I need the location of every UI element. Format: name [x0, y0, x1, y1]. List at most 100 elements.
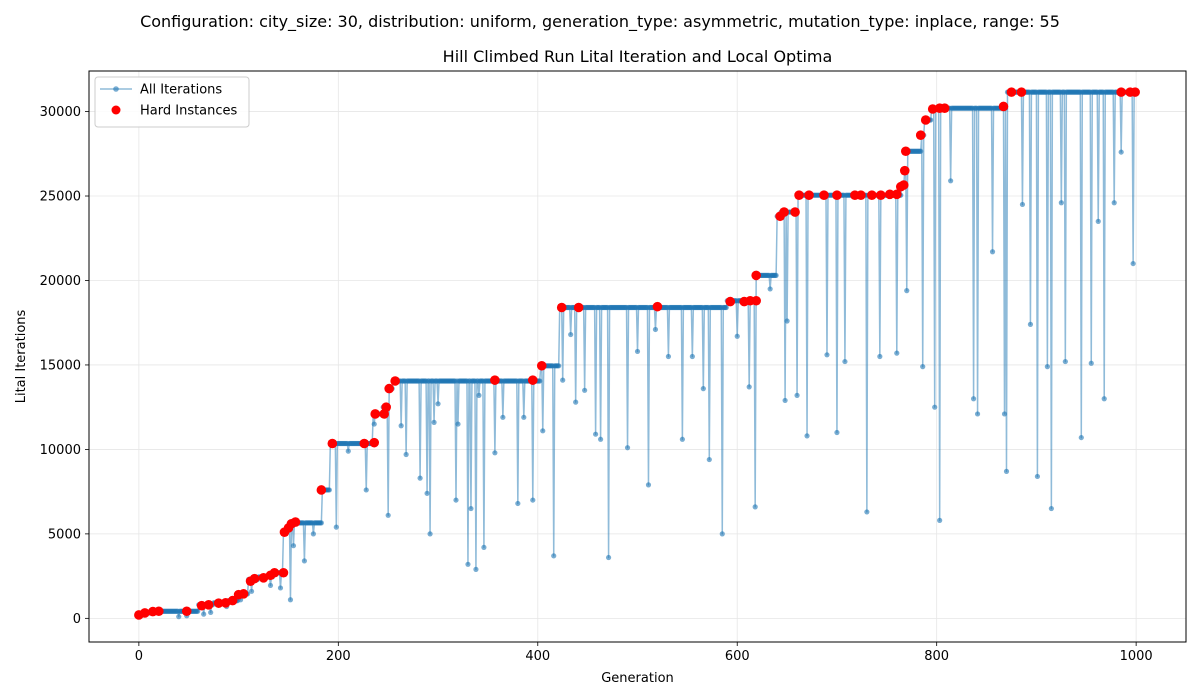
hard-instance-point [327, 438, 338, 449]
hard-instance-point [939, 103, 950, 113]
all-iterations-point [540, 428, 546, 434]
all-iterations-point [455, 421, 461, 427]
all-iterations-point [537, 378, 543, 384]
all-iterations-point [582, 387, 588, 393]
hard-instance-point [794, 190, 804, 200]
hard-instance-point [751, 270, 761, 281]
y-tick-label: 0 [73, 612, 81, 627]
x-tick-label: 600 [725, 649, 750, 664]
hard-instance-point [227, 595, 238, 606]
all-iterations-point [481, 544, 487, 551]
all-iterations-point [435, 401, 441, 407]
hard-instance-point [238, 589, 249, 599]
hard-instance-point [898, 180, 909, 190]
legend-all-iterations-marker [113, 86, 119, 92]
hard-instance-point [804, 190, 814, 200]
hard-instance-point [920, 115, 931, 125]
all-iterations-point [385, 512, 391, 518]
hard-instance-point [927, 104, 938, 114]
all-iterations-point [593, 431, 599, 437]
all-iterations-point [492, 450, 498, 456]
all-iterations-point [521, 414, 527, 420]
all-iterations-point [634, 348, 641, 355]
hard-instance-point [751, 295, 761, 306]
hard-instance-point [832, 190, 842, 200]
all-iterations-point [500, 414, 506, 420]
all-iterations-point [1078, 434, 1084, 441]
hard-instance-point [1016, 87, 1027, 97]
hard-instance-point [998, 101, 1009, 112]
all-iterations-point [719, 531, 725, 537]
all-iterations-point [208, 609, 214, 616]
all-iterations-point [476, 392, 482, 398]
all-iterations-point [310, 531, 316, 537]
hard-instance-point [213, 598, 224, 608]
all-iterations-point [468, 505, 474, 512]
all-iterations-point [1044, 364, 1050, 370]
all-iterations-point [932, 404, 938, 410]
all-iterations-point [877, 353, 883, 360]
x-tick-label: 0 [135, 649, 143, 664]
x-tick-label: 1000 [1120, 649, 1153, 664]
all-iterations-point [920, 364, 926, 370]
all-iterations-point [937, 517, 943, 523]
all-iterations-point [431, 419, 437, 425]
all-iterations-point [918, 148, 924, 154]
y-tick-label: 5000 [48, 527, 81, 542]
hard-instance-point [527, 375, 538, 385]
hard-instance-point [370, 409, 381, 419]
hard-instance-point [573, 302, 584, 313]
all-iterations-point [746, 384, 752, 390]
hard-instance-point [390, 376, 400, 386]
all-iterations-point [176, 614, 182, 620]
hard-instance-point [891, 189, 902, 200]
hard-instance-point [249, 573, 260, 584]
legend-box [94, 76, 250, 128]
all-iterations-point [706, 456, 712, 463]
all-iterations-point [398, 423, 404, 429]
all-iterations-point [989, 249, 996, 255]
hard-instance-point [900, 146, 911, 157]
all-iterations-point [624, 445, 631, 451]
all-iterations-point [201, 611, 207, 617]
all-iterations-point [427, 531, 433, 537]
all-iterations-point [363, 487, 369, 493]
all-iterations-point [974, 411, 981, 417]
all-iterations-point [1088, 360, 1094, 366]
x-tick-label: 200 [326, 649, 351, 664]
x-axis-label: Generation [601, 671, 674, 686]
series-hard-instances [134, 87, 1140, 620]
all-iterations-point [804, 433, 810, 439]
hard-instance-point [856, 190, 866, 200]
hard-instance-point [819, 190, 829, 200]
all-iterations-point [277, 585, 284, 591]
hard-instance-point [867, 190, 877, 200]
all-iterations-point [782, 397, 788, 404]
hard-instance-point [290, 517, 301, 527]
all-iterations-point [645, 482, 652, 488]
all-iterations-point [515, 500, 521, 507]
hard-instance-point [915, 130, 926, 140]
hard-instance-point [381, 402, 391, 412]
all-iterations-point [794, 392, 800, 398]
all-iterations-point [267, 582, 274, 589]
plot-frame [88, 70, 1187, 643]
hard-instance-point [384, 383, 394, 394]
all-iterations-point [1118, 149, 1124, 155]
all-iterations-point [424, 490, 430, 496]
all-iterations-point [556, 363, 562, 369]
hard-instance-point [725, 296, 736, 307]
hard-instance-point [278, 567, 289, 578]
legend-hard-instances-marker [111, 105, 121, 115]
all-iterations-point [665, 353, 672, 360]
all-iterations-line [138, 91, 1136, 618]
hard-instance-point [316, 485, 327, 495]
all-iterations-point [679, 436, 685, 442]
all-iterations-point [1034, 473, 1041, 480]
y-axis-ticks: 0 5000 10000 15000 20000 25000 30000 [40, 105, 89, 627]
x-tick-label: 800 [924, 649, 949, 664]
all-iterations-point [1058, 200, 1064, 206]
all-iterations-point [1101, 396, 1107, 402]
all-iterations-point [1062, 358, 1068, 365]
legend-hard-instances-label: Hard Instances [140, 104, 238, 119]
